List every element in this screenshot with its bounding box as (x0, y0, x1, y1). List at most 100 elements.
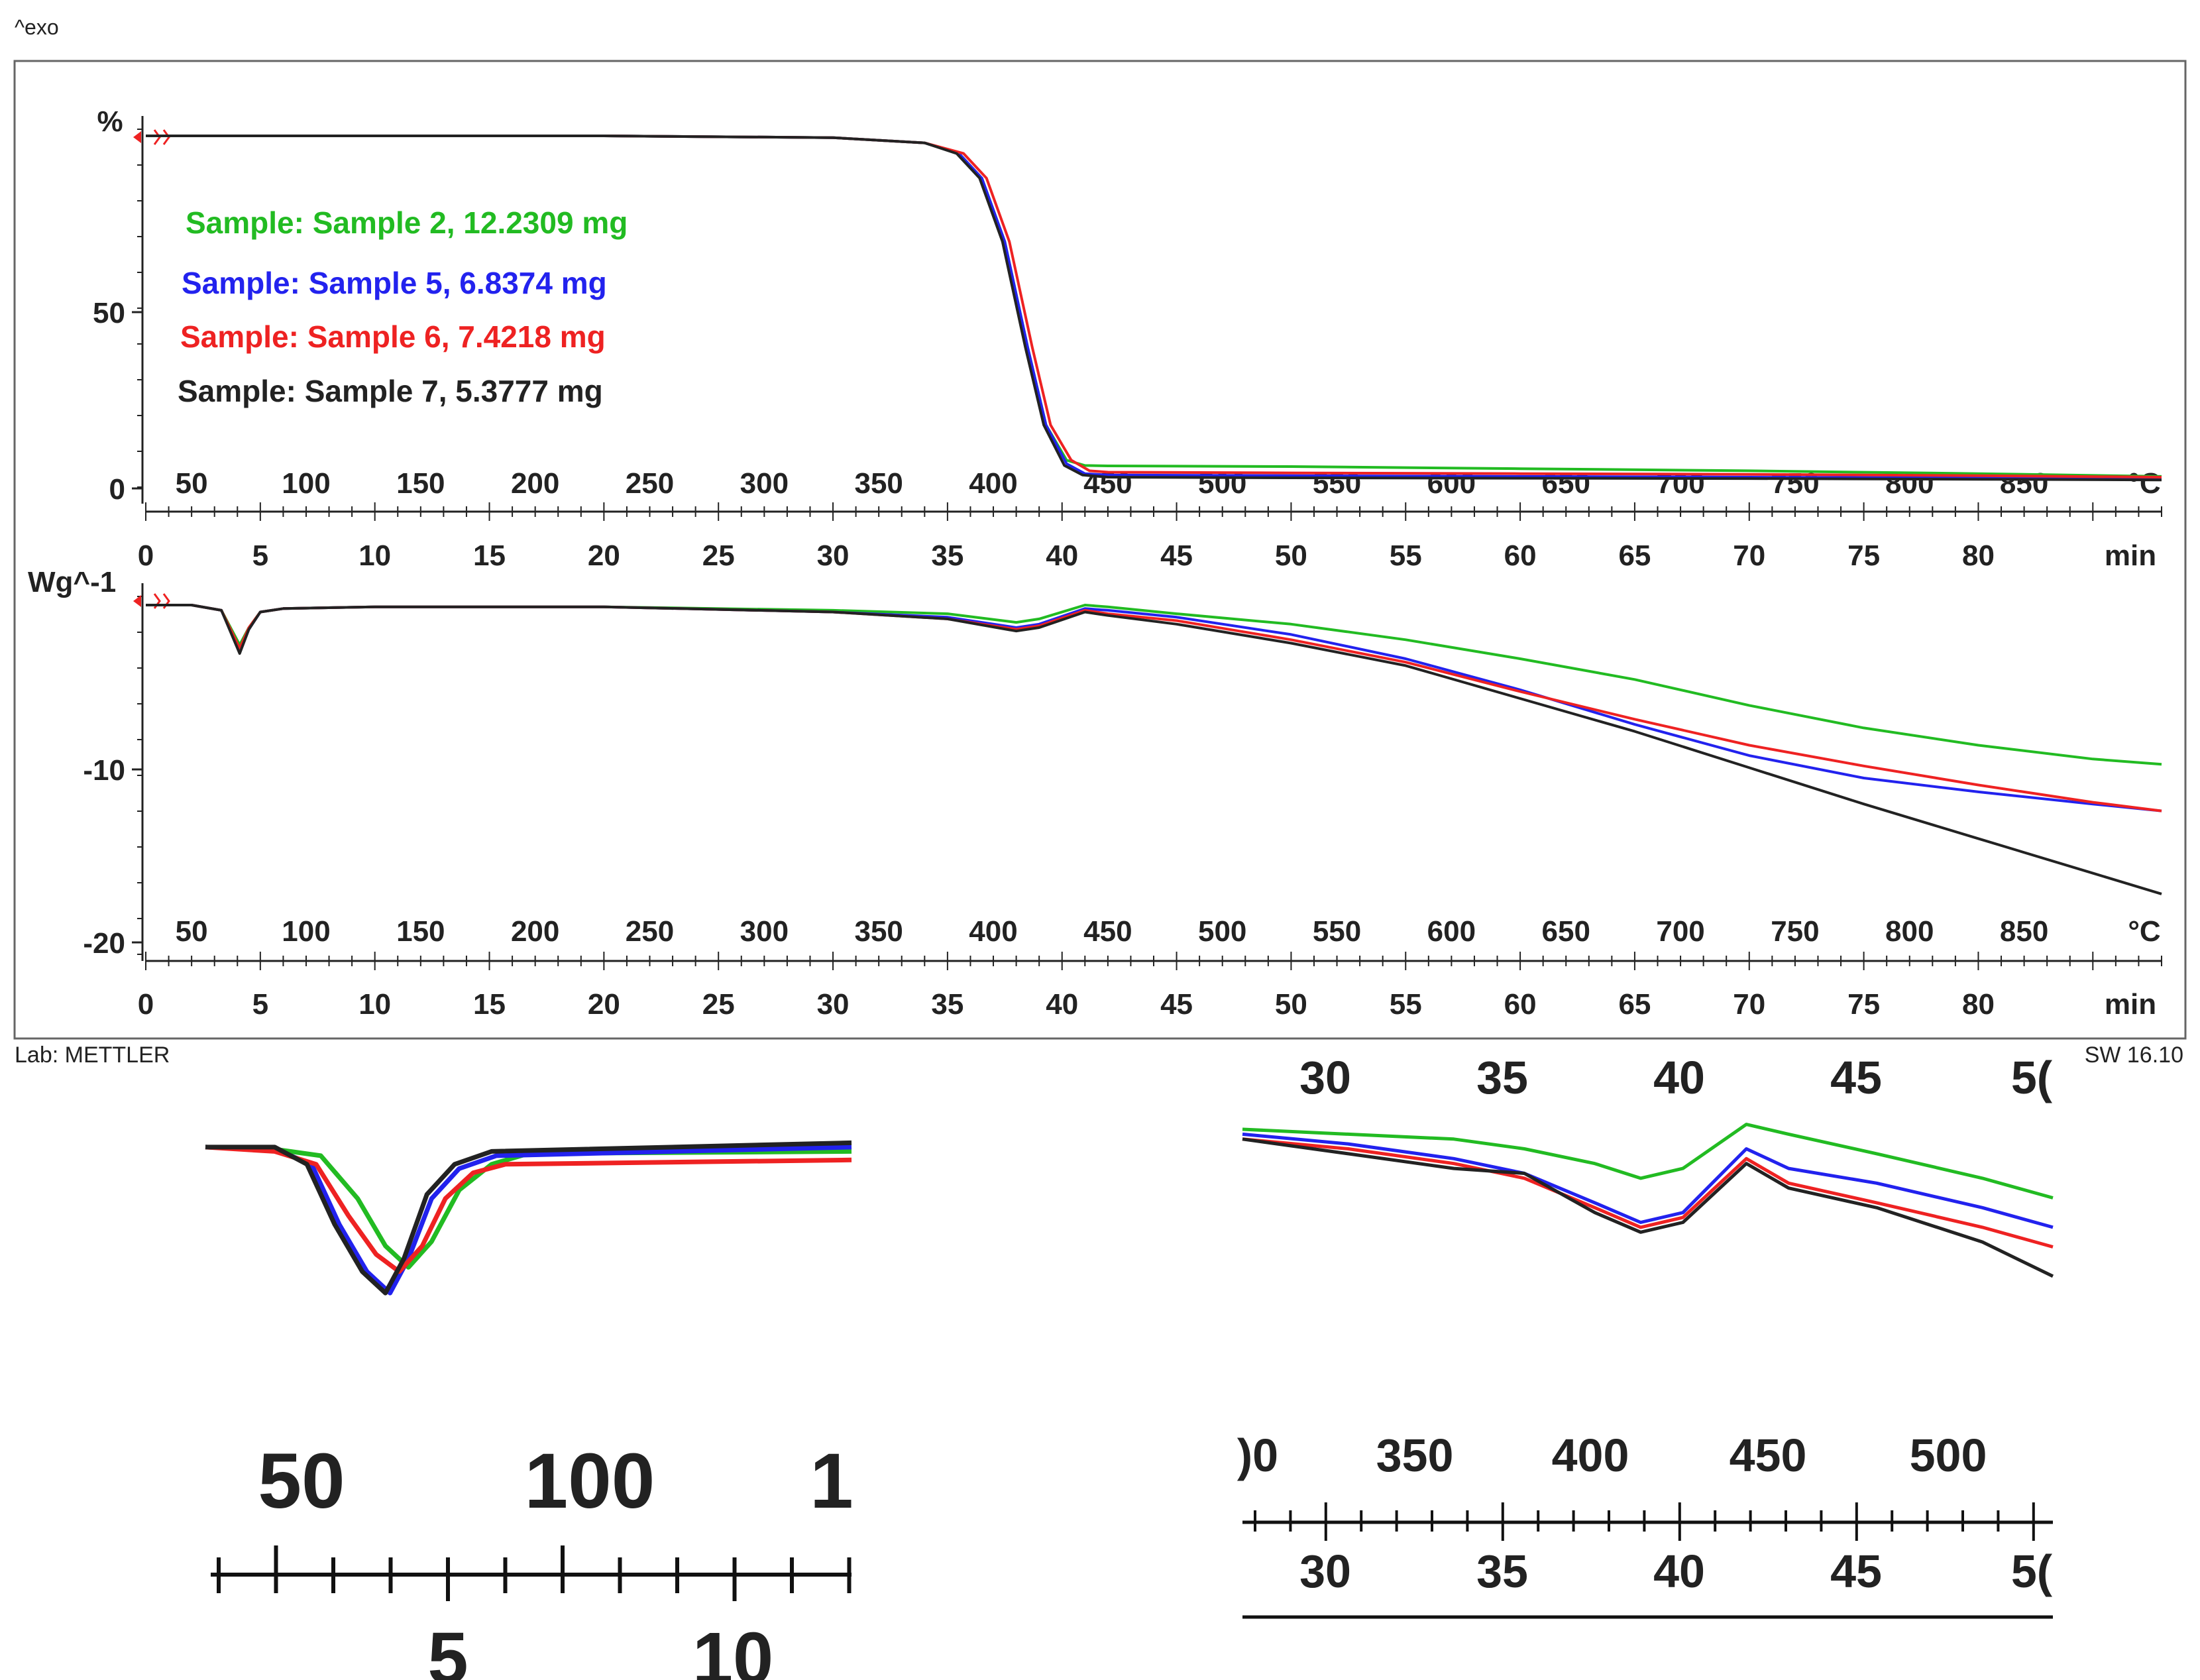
zoom-decomposition-time-tick-label-top: 30 (1299, 1052, 1351, 1103)
tga-temperature-tick-label: 400 (969, 467, 1017, 500)
dsc-time-tick-label: 40 (1046, 988, 1078, 1021)
dsc-y-tick-label: -10 (83, 754, 125, 787)
tga-start-marker (133, 131, 141, 143)
zoom-endotherm-series-sample-7 (205, 1140, 852, 1296)
zoom-decomposition-temperature-tick-label: 400 (1552, 1429, 1629, 1481)
zoom-endotherm-temperature-tick-label: 1 (810, 1437, 853, 1525)
zoom-decomposition-time-tick-label-top: 45 (1830, 1052, 1882, 1103)
tga-time-tick-label: 10 (358, 539, 391, 572)
tga-time-tick-label: 35 (931, 539, 963, 572)
tga-weight-panel: 050%50 100 150 200 250 300 350 400 450 500 550 600 6… (93, 105, 2162, 572)
dsc-y-axis-label: Wg^-1 (28, 566, 116, 598)
tga-time-tick-label: 45 (1160, 539, 1193, 572)
tga-series-sample-7 (146, 135, 2162, 482)
zoom-decomposition-time-tick-label: 5( (2011, 1545, 2053, 1597)
dsc-temperature-tick-label: 550 (1313, 915, 1361, 948)
zoom-decomposition-series-sample-7 (1242, 1137, 2054, 1278)
tga-time-tick-label: 25 (702, 539, 735, 572)
tga-temperature-tick-label: 200 (511, 467, 559, 500)
tga-temperature-tick-label: 350 (854, 467, 903, 500)
zoom-decomposition-time-tick-label-top: 40 (1653, 1052, 1705, 1103)
zoom-decomposition-time-tick-label-top: 35 (1476, 1052, 1528, 1103)
tga-y-axis-label: % (97, 105, 123, 138)
main-chart-frame (13, 60, 2187, 1040)
tga-series-sample-6 (146, 135, 2162, 478)
dsc-temperature-tick-label: 100 (282, 915, 330, 948)
exo-direction-label: ^exo (15, 15, 59, 39)
zoom-decomposition-time-tick-label: 30 (1299, 1545, 1351, 1597)
zoom-endotherm-time-tick-label: 5 (427, 1618, 468, 1680)
dsc-time-tick-label: 45 (1160, 988, 1193, 1021)
tga-temperature-tick-label: 650 (1542, 467, 1590, 500)
zoom-decomposition-temperature-tick-label: 500 (1910, 1429, 1987, 1481)
dsc-temperature-tick-label: 800 (1885, 915, 1934, 948)
dsc-temperature-tick-label: 450 (1083, 915, 1132, 948)
tga-time-tick-label: 15 (473, 539, 506, 572)
zoom-decomposition-panel: 30 30 35 35 40 40 45 45 5(5()0 350 400 450 500 (1237, 1052, 2054, 1619)
tga-time-unit-label: min (2105, 539, 2156, 572)
dsc-time-tick-label: 5 (252, 988, 268, 1021)
dsc-time-tick-label: 0 (138, 988, 154, 1021)
zoom-endotherm-temperature-tick-label: 50 (258, 1437, 345, 1525)
zoom-endotherm-temperature-tick-label: 100 (525, 1437, 655, 1525)
software-version-label: SW 16.10 (2085, 1042, 2183, 1068)
dsc-time-tick-label: 10 (358, 988, 391, 1021)
dsc-time-tick-label: 25 (702, 988, 735, 1021)
dsc-time-tick-label: 20 (588, 988, 620, 1021)
zoom-endotherm-series-sample-5 (205, 1145, 852, 1296)
zoom-endotherm-series-sample-2 (205, 1145, 852, 1270)
dsc-temperature-tick-label: 750 (1771, 915, 1819, 948)
dsc-temperature-tick-label: 700 (1656, 915, 1704, 948)
legend-entry-sample-5: Sample: Sample 5, 6.8374 mg (182, 266, 607, 300)
zoom-decomposition-series-sample-5 (1242, 1132, 2054, 1229)
legend-entry-sample-2: Sample: Sample 2, 12.2309 mg (186, 205, 628, 240)
dsc-time-tick-label: 70 (1733, 988, 1765, 1021)
dsc-series-sample-2 (146, 604, 2162, 766)
dsc-time-tick-label: 75 (1847, 988, 1880, 1021)
zoom-decomposition-time-tick-label: 45 (1830, 1545, 1882, 1597)
dsc-series-sample-7 (146, 604, 2162, 895)
zoom-endotherm-panel: 50 100 1 5 10 (205, 1140, 853, 1680)
dsc-temperature-unit-label: °C (2128, 915, 2160, 948)
dsc-time-tick-label: 60 (1504, 988, 1537, 1021)
dsc-time-tick-label: 80 (1962, 988, 1995, 1021)
lab-label: Lab: METTLER (15, 1042, 170, 1068)
tga-y-tick-label: 50 (93, 297, 125, 329)
dsc-temperature-tick-label: 250 (626, 915, 674, 948)
dsc-temperature-tick-label: 150 (396, 915, 445, 948)
dsc-time-tick-label: 30 (817, 988, 850, 1021)
dsc-temperature-tick-label: 50 (176, 915, 208, 948)
dsc-time-tick-label: 55 (1390, 988, 1422, 1021)
tga-temperature-tick-label: 250 (626, 467, 674, 500)
tga-temperature-tick-label: 50 (176, 467, 208, 500)
tga-y-tick-label: 0 (109, 473, 125, 506)
dsc-time-tick-label: 15 (473, 988, 506, 1021)
tga-time-tick-label: 70 (1733, 539, 1765, 572)
zoom-decomposition-series-sample-2 (1242, 1123, 2054, 1200)
dsc-series-sample-5 (146, 604, 2162, 812)
dsc-temperature-tick-label: 200 (511, 915, 559, 948)
tga-series-sample-5 (146, 135, 2162, 480)
zoom-decomposition-series-sample-6 (1242, 1137, 2054, 1249)
tga-time-tick-label: 60 (1504, 539, 1537, 572)
dsc-temperature-tick-label: 600 (1427, 915, 1476, 948)
dsc-temperature-tick-label: 850 (2000, 915, 2048, 948)
tga-time-tick-label: 50 (1275, 539, 1307, 572)
dsc-temperature-tick-label: 300 (740, 915, 789, 948)
legend-entry-sample-7: Sample: Sample 7, 5.3777 mg (178, 374, 603, 408)
zoom-decomposition-time-tick-label: 40 (1653, 1545, 1705, 1597)
dsc-y-tick-label: -20 (83, 927, 125, 960)
tga-temperature-tick-label: 850 (2000, 467, 2048, 500)
dsc-temperature-tick-label: 650 (1542, 915, 1590, 948)
dsc-time-tick-label: 65 (1618, 988, 1651, 1021)
tga-time-tick-label: 80 (1962, 539, 1995, 572)
dsc-time-tick-label: 50 (1275, 988, 1307, 1021)
zoom-decomposition-temperature-tick-label: 450 (1730, 1429, 1807, 1481)
tga-time-tick-label: 55 (1390, 539, 1422, 572)
tga-series-sample-2 (146, 135, 2162, 478)
dsc-time-unit-label: min (2105, 988, 2156, 1021)
tga-time-tick-label: 20 (588, 539, 620, 572)
zoom-decomposition-time-tick-label: 35 (1476, 1545, 1528, 1597)
